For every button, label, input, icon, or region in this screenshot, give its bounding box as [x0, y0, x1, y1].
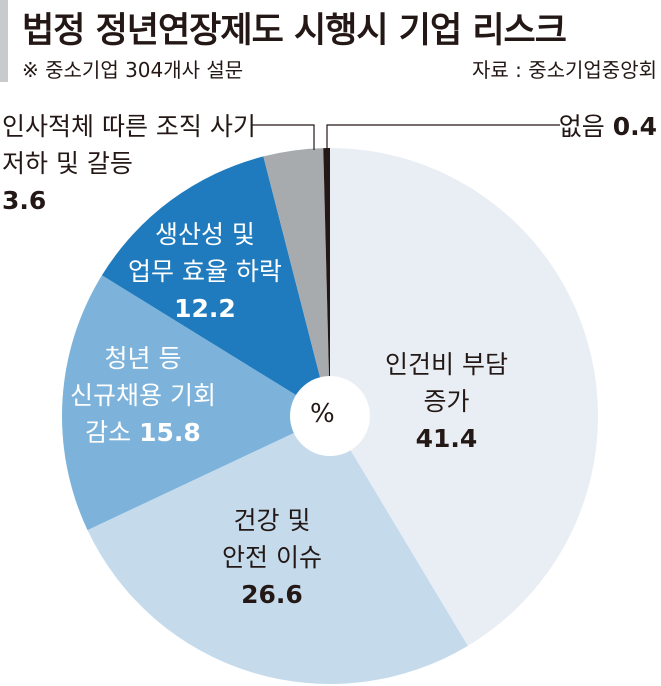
label-slice-0: 인건비 부담 증가 41.4 [385, 350, 508, 453]
chart-source: 자료 : 중소기업중앙회 [471, 58, 657, 82]
pie-slice-0 [330, 148, 598, 646]
label-slice-3: 생산성 및 업무 효율 하락 12.2 [128, 220, 282, 323]
label-slice-1: 건강 및 안전 이슈 26.6 [222, 506, 322, 609]
pie-slice-2 [62, 275, 331, 531]
chart-title: 법정 정년연장제도 시행시 기업 리스크 [22, 11, 567, 51]
pie-slice-4 [263, 148, 330, 416]
chart-subtitle: ※ 중소기업 304개사 설문 [22, 58, 244, 82]
pie-slice-3 [101, 156, 331, 416]
leader-line-slice-4 [252, 124, 315, 150]
label-slice-5: 없음 0.4 [558, 112, 657, 141]
center-unit-label: % [310, 399, 335, 429]
pie-slice-5 [323, 148, 330, 416]
label-slice-4: 인사적체 따른 조직 사기 저하 및 갈등 3.6 [2, 112, 256, 215]
pie-slice-1 [87, 416, 468, 684]
label-slice-2: 청년 등 신규채용 기회 감소 15.8 [70, 344, 216, 447]
leader-line-slice-5 [326, 124, 560, 150]
title-accent-bar [0, 0, 8, 82]
center-hole [290, 376, 370, 456]
